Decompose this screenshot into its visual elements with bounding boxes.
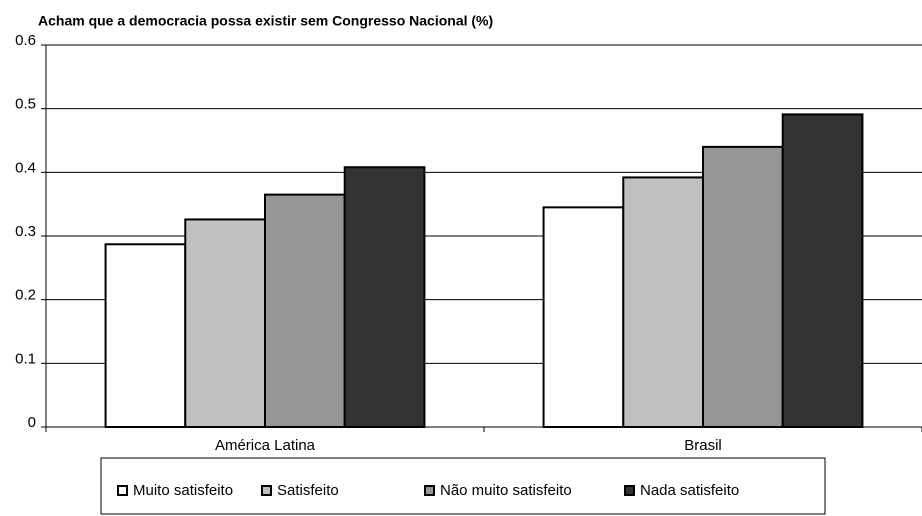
y-tick-label: 0.3 — [15, 223, 36, 240]
bar — [343, 166, 426, 429]
bar — [184, 218, 266, 428]
legend-swatch — [117, 485, 128, 496]
bar — [702, 145, 784, 428]
legend-swatch — [624, 485, 635, 496]
bar — [104, 243, 187, 428]
bar — [781, 113, 864, 428]
y-tick-label: 0.1 — [15, 350, 36, 367]
legend-swatch — [261, 485, 272, 496]
y-tick-label: 0.5 — [15, 96, 36, 113]
legend-label: Nada satisfeito — [640, 482, 739, 499]
chart-title: Acham que a democracia possa existir sem… — [38, 13, 493, 29]
legend-label: Não muito satisfeito — [440, 482, 572, 499]
y-tick-label: 0.4 — [15, 159, 36, 176]
y-tick-label: 0.6 — [15, 32, 36, 49]
bar — [264, 193, 346, 428]
y-tick-label: 0 — [28, 414, 36, 431]
bar — [542, 206, 625, 428]
legend-label: Satisfeito — [277, 482, 339, 499]
x-tick-label: Brasil — [684, 437, 722, 454]
legend-label: Muito satisfeito — [133, 482, 233, 499]
x-tick-label: América Latina — [215, 437, 316, 454]
legend-swatch — [424, 485, 435, 496]
legend-box — [100, 457, 826, 515]
y-tick-label: 0.2 — [15, 287, 36, 304]
bar — [622, 176, 704, 428]
